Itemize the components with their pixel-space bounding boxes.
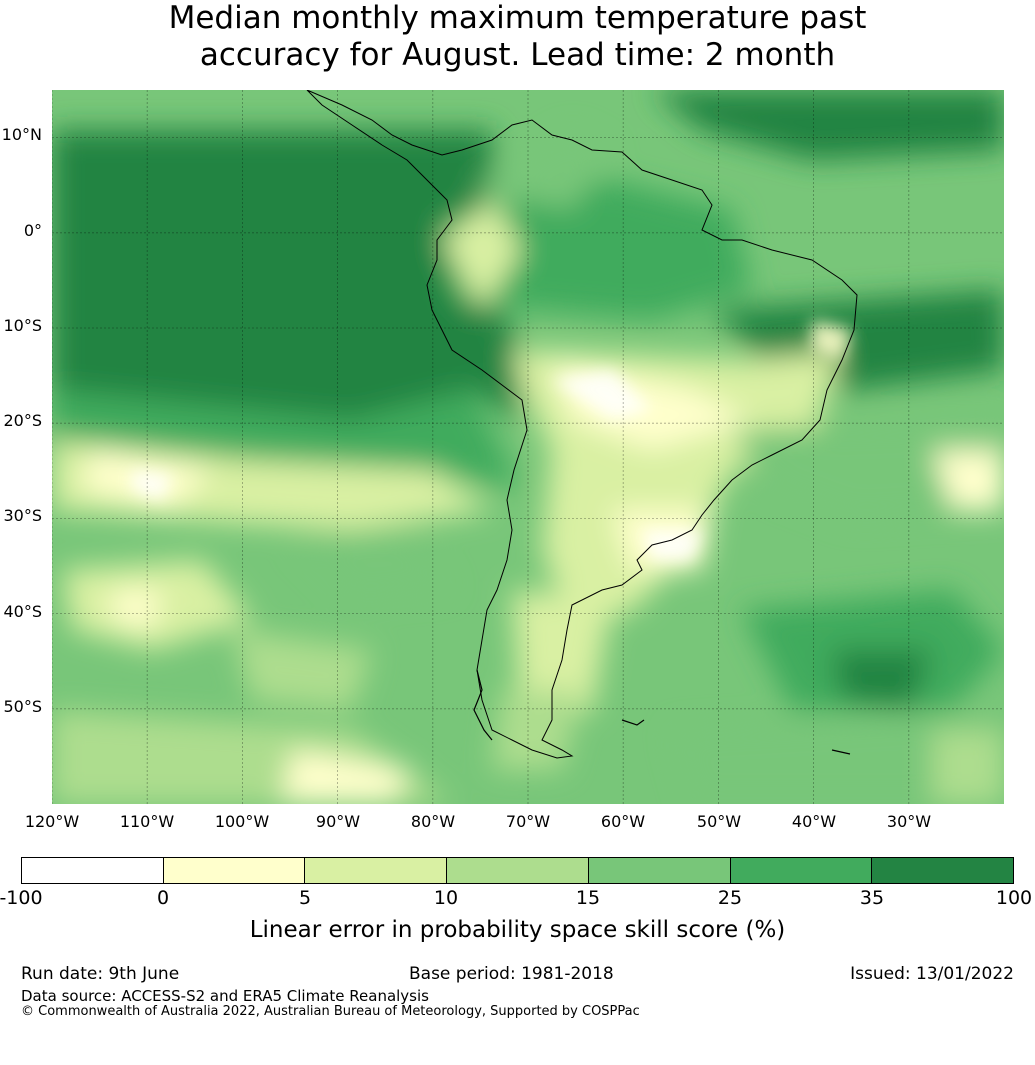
colorbar-tick: 0 [156,887,170,909]
lon-label-40w: 40°W [791,812,837,831]
data-source: Data source: ACCESS-S2 and ERA5 Climate … [21,987,429,1005]
colorbar-segment-0 [22,858,164,883]
copyright: © Commonwealth of Australia 2022, Austra… [21,1004,640,1019]
lon-label-90w: 90°W [315,812,361,831]
graticule [52,90,1004,804]
colorbar [21,857,1014,884]
lat-label-40s: 40°S [3,602,42,621]
lon-label-60w: 60°W [600,812,646,831]
patagonia-islands [473,669,851,755]
lon-label-80w: 80°W [410,812,456,831]
run-date: Run date: 9th June [21,964,180,984]
colorbar-tick: 25 [717,887,743,909]
south-america-coastline [306,90,858,759]
colorbar-tick: -100 [0,887,43,909]
lon-label-120w: 120°W [24,812,80,831]
title-line-1: Median monthly maximum temperature past [168,0,867,36]
lat-label-30s: 30°S [3,506,42,525]
skill-map [52,90,1004,804]
base-period: Base period: 1981-2018 [409,964,614,984]
lat-label-50s: 50°S [3,697,42,716]
issued-date: Issued: 13/01/2022 [850,964,1014,984]
map-title: Median monthly maximum temperature past … [0,0,1035,74]
skill-field-detail [132,320,852,560]
colorbar-segment-5 [730,858,873,883]
colorbar-tick: 5 [298,887,312,909]
colorbar-segment-4 [588,858,731,883]
colorbar-tick: 35 [859,887,885,909]
lon-label-50w: 50°W [696,812,742,831]
lon-label-70w: 70°W [505,812,551,831]
lon-label-110w: 110°W [119,812,175,831]
lat-label-0: 0° [23,221,42,240]
colorbar-tick: 100 [995,887,1033,909]
lon-label-30w: 30°W [886,812,932,831]
skill-map-svg [52,90,1004,804]
colorbar-segment-2 [305,858,448,883]
colorbar-tick: 15 [575,887,601,909]
colorbar-segment-1 [163,858,306,883]
lon-label-100w: 100°W [214,812,270,831]
colorbar-segment-3 [447,858,589,883]
colorbar-label: Linear error in probability space skill … [249,917,786,943]
colorbar-segment-6 [872,858,1014,883]
title-line-2: accuracy for August. Lead time: 2 month [199,37,836,73]
lat-label-10s: 10°S [3,316,42,335]
colorbar-tick: 10 [433,887,459,909]
lat-label-10n: 10°N [1,125,42,144]
lat-label-20s: 20°S [3,411,42,430]
